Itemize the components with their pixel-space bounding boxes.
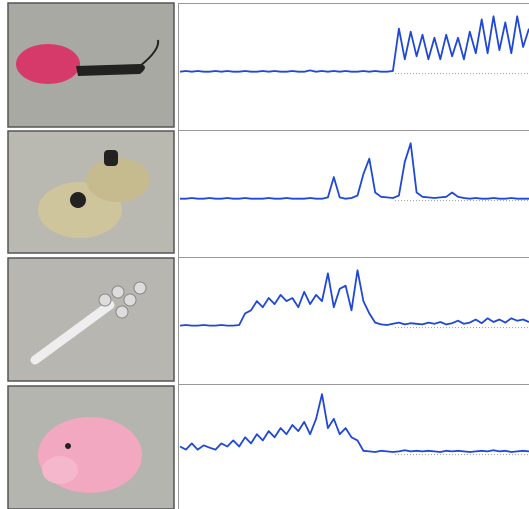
signal-line: [179, 393, 529, 453]
plot-frames: [178, 3, 529, 509]
photo-maraca: [7, 2, 175, 128]
signal-line: [179, 269, 529, 327]
signal-line: [180, 142, 529, 200]
photo-bells: [7, 257, 175, 382]
photo-pig: [7, 385, 175, 509]
signal-line: [179, 15, 529, 73]
photo-cymbals: [7, 130, 175, 254]
